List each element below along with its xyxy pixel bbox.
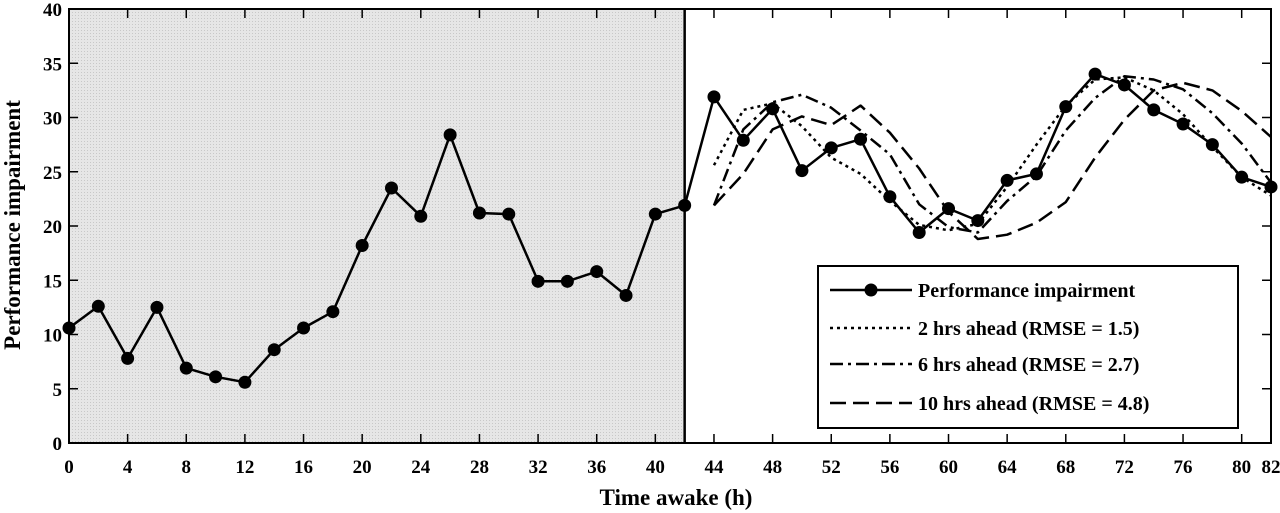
legend-label-10hrs-ahead: 10 hrs ahead (RMSE = 4.8) [918,393,1149,415]
series-line-performance-impairment [68,72,1272,384]
x-tick-label: 40 [646,457,665,478]
x-tick-label: 36 [587,457,606,478]
x-tick-label: 76 [1174,457,1193,478]
x-tick-label: 52 [822,457,841,478]
x-tick-label: 72 [1115,457,1134,478]
data-point [942,202,956,216]
y-tick-label: 40 [43,0,62,21]
data-point [736,133,750,147]
x-tick-label: 0 [64,457,74,478]
data-point [1029,167,1043,181]
x-tick-label: 82 [1262,457,1280,478]
plot-area: 0 4 8 12 16 20 24 28 32 36 40 44 48 52 56 60 64 68 72 76 80 8… [43,0,1280,478]
data-point [179,361,193,375]
data-point [1059,100,1073,114]
x-tick-label: 16 [294,457,313,478]
data-point [678,198,692,212]
data-point [414,209,428,223]
legend-label-performance-impairment: Performance impairment [918,280,1135,302]
data-point [795,164,809,178]
y-tick-label: 15 [43,271,62,292]
x-tick-label: 32 [529,457,548,478]
data-point [121,351,135,365]
data-point [619,288,633,302]
x-tick-label: 24 [411,457,431,478]
data-point [443,128,457,142]
data-point [150,300,164,314]
data-point [326,305,340,319]
x-tick-label: 68 [1056,457,1075,478]
data-point [883,190,897,204]
series-line-2hrs-ahead [712,76,1272,232]
data-point [824,141,838,155]
data-point [502,207,516,221]
data-point [238,375,252,389]
y-tick-label: 10 [43,326,62,347]
data-point [971,214,985,228]
y-tick-label: 20 [43,217,62,238]
x-tick-label: 48 [763,457,782,478]
data-point [384,181,398,195]
data-point [1000,173,1014,187]
y-tick-label: 35 [43,54,62,75]
x-tick-label: 60 [939,457,958,478]
legend-label-6hrs-ahead: 6 hrs ahead (RMSE = 2.7) [918,354,1139,376]
x-tick-label: 12 [235,457,254,478]
data-point [648,207,662,221]
y-tick-label: 30 [43,109,62,130]
y-tick-label: 25 [43,163,62,184]
data-point [209,370,223,384]
x-tick-label: 28 [470,457,489,478]
data-point [766,102,780,116]
x-tick-label: 80 [1232,457,1251,478]
data-point [1117,78,1131,92]
data-point [560,274,574,288]
x-tick-label: 20 [353,457,372,478]
shaded-region [69,9,685,443]
data-point [1176,117,1190,131]
data-point [707,90,721,104]
data-point [854,132,868,146]
chart-legend: Performance impairment 2 hrs ahead (RMSE… [817,265,1239,429]
data-point [1205,138,1219,152]
legend-label-2hrs-ahead: 2 hrs ahead (RMSE = 1.5) [918,318,1139,340]
data-point [590,265,604,279]
data-point [912,226,926,240]
data-point [531,274,545,288]
data-point [267,343,281,357]
data-point [91,299,105,313]
y-tick-label: 0 [53,434,63,455]
x-tick-label: 56 [880,457,899,478]
x-axis-label: Time awake (h) [600,485,753,510]
x-tick-label: 64 [998,457,1018,478]
data-point [472,206,486,220]
x-tick-label: 44 [704,457,724,478]
y-axis-label: Performance impairment [0,100,25,350]
data-point [1088,67,1102,81]
series-line-6hrs-ahead [712,75,1273,234]
data-point [1147,103,1161,117]
legend-box [817,265,1239,429]
x-tick-label: 8 [182,457,192,478]
data-point [355,239,369,253]
y-tick-label: 5 [53,380,63,401]
data-point [1235,170,1249,184]
x-tick-label: 4 [123,457,133,478]
data-point [297,321,311,335]
legend-marker-performance-impairment [864,283,878,297]
